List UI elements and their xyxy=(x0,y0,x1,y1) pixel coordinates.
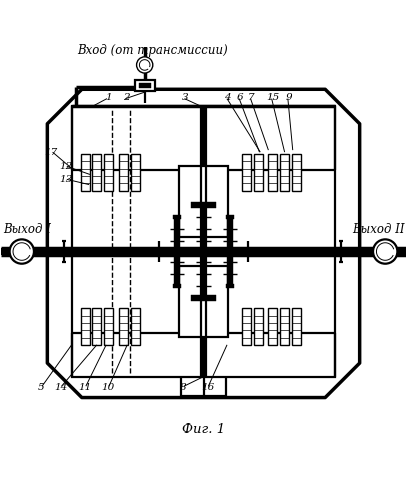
Bar xyxy=(292,308,301,345)
Bar xyxy=(179,166,228,238)
Bar xyxy=(174,255,180,283)
Bar xyxy=(104,308,113,345)
Bar xyxy=(104,154,113,191)
Bar xyxy=(1,249,406,255)
Bar xyxy=(179,266,228,337)
Bar xyxy=(173,215,181,220)
Bar xyxy=(227,220,233,248)
Text: 10: 10 xyxy=(102,383,115,392)
Text: Выход II: Выход II xyxy=(352,223,404,236)
Text: 2: 2 xyxy=(123,93,130,102)
Text: 8: 8 xyxy=(180,383,186,392)
Bar xyxy=(131,154,140,191)
Bar xyxy=(268,308,277,345)
Text: 12: 12 xyxy=(59,162,72,171)
Bar xyxy=(135,80,155,91)
Text: 17: 17 xyxy=(45,148,58,157)
Bar xyxy=(81,154,90,191)
Text: 5: 5 xyxy=(38,383,45,392)
Circle shape xyxy=(373,240,397,263)
Bar xyxy=(173,283,181,288)
Bar xyxy=(72,105,335,377)
Text: 11: 11 xyxy=(79,383,92,392)
Circle shape xyxy=(137,57,153,73)
Text: 15: 15 xyxy=(266,93,279,102)
Bar xyxy=(292,154,301,191)
Text: 16: 16 xyxy=(201,383,214,392)
Bar xyxy=(268,154,277,191)
Circle shape xyxy=(10,240,34,263)
Text: 1: 1 xyxy=(105,93,112,102)
Bar xyxy=(254,308,263,345)
Bar xyxy=(226,283,234,288)
Text: 7: 7 xyxy=(248,93,255,102)
Bar xyxy=(131,308,140,345)
Text: 14: 14 xyxy=(54,383,67,392)
Text: 6: 6 xyxy=(237,93,243,102)
Text: Вход (от трансмиссии): Вход (от трансмиссии) xyxy=(77,44,228,57)
Bar xyxy=(92,154,101,191)
Bar xyxy=(242,308,251,345)
Bar xyxy=(201,208,206,249)
Bar xyxy=(81,308,90,345)
Bar xyxy=(254,154,263,191)
Bar xyxy=(226,215,234,220)
Bar xyxy=(191,295,216,301)
Text: 9: 9 xyxy=(285,93,292,102)
Text: Выход I: Выход I xyxy=(3,223,50,236)
Text: 13: 13 xyxy=(59,175,72,184)
Bar xyxy=(242,154,251,191)
Bar xyxy=(227,255,233,283)
Bar xyxy=(201,105,206,377)
Text: Фиг. 1: Фиг. 1 xyxy=(182,424,225,437)
Bar xyxy=(119,308,128,345)
Text: 4: 4 xyxy=(225,93,231,102)
Bar xyxy=(201,254,206,295)
Bar xyxy=(92,308,101,345)
Bar xyxy=(280,308,289,345)
Bar xyxy=(139,83,151,88)
Bar xyxy=(191,202,216,208)
Bar xyxy=(119,154,128,191)
Bar xyxy=(174,220,180,248)
Text: 3: 3 xyxy=(182,93,188,102)
Bar xyxy=(280,154,289,191)
